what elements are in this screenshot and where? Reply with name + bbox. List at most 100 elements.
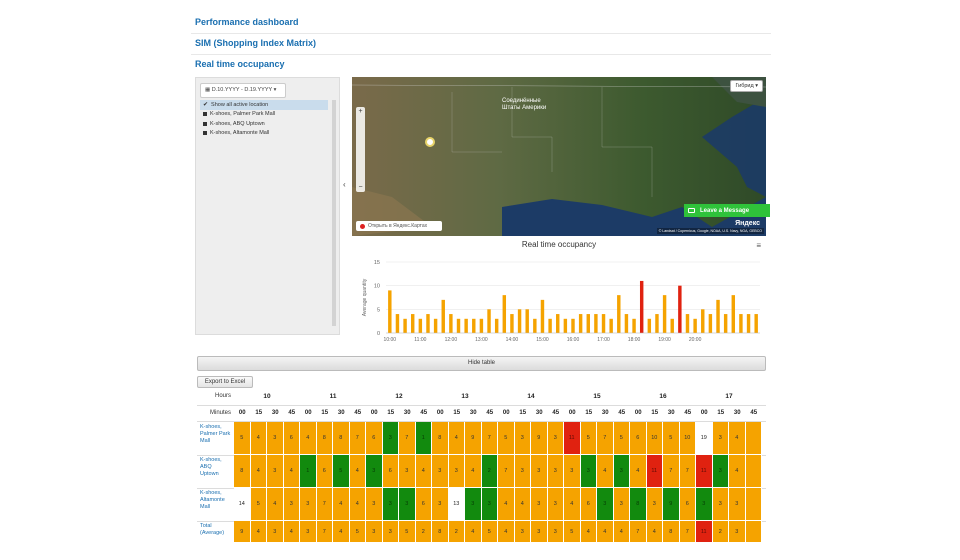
- chart-bar: [655, 314, 659, 333]
- table-cell: [745, 521, 762, 543]
- table-cell: 3: [547, 488, 564, 521]
- chart-bar: [525, 309, 529, 333]
- table-cell: 5: [613, 422, 630, 455]
- open-in-yandex-link[interactable]: Открыть в Яндекс.Картах: [356, 221, 442, 231]
- chart-title: Real time occupancy: [521, 240, 597, 249]
- table-cell: 3: [399, 455, 416, 488]
- location-item[interactable]: K-shoes, ABQ Uptown: [200, 119, 328, 129]
- minute-header: 15: [519, 410, 527, 416]
- table-cell: 11: [696, 455, 713, 488]
- chart-bar: [617, 295, 621, 333]
- location-map[interactable]: Соединённые Штаты Америки Гибрид ▾ + − О…: [352, 77, 766, 236]
- table-cell: 9: [531, 422, 548, 455]
- map-attribution: © Landsat / Copernicus, Google, NOAA, U.…: [656, 228, 764, 234]
- map-marker-icon: [360, 223, 365, 229]
- table-cell: 3: [712, 422, 729, 455]
- minute-header: 00: [370, 410, 378, 416]
- table-cell: [745, 455, 762, 488]
- table-cell: 4: [250, 422, 267, 455]
- row-label[interactable]: K-shoes, ABQ Uptown: [200, 457, 222, 477]
- zoom-out-button[interactable]: −: [358, 184, 363, 191]
- minute-header: 15: [387, 410, 395, 416]
- table-cell: 13: [448, 488, 465, 521]
- table-cell: 7: [316, 521, 333, 543]
- table-cell: 5: [481, 521, 498, 543]
- table-cell: 4: [729, 422, 746, 455]
- minute-header: 00: [304, 410, 312, 416]
- chart-bar: [494, 318, 499, 333]
- row-label[interactable]: K-shoes, Palmer Park Mall: [200, 424, 231, 444]
- chart-bar: [723, 314, 728, 333]
- chart-menu-icon[interactable]: ≡: [756, 241, 761, 250]
- table-cell: 14: [234, 488, 251, 521]
- table-cell: 3: [531, 488, 548, 521]
- location-item[interactable]: K-shoes, Altamonte Mall: [200, 129, 328, 139]
- sidebar-scrollbar[interactable]: [332, 100, 336, 326]
- chart-bar: [708, 314, 713, 333]
- chart-bar: [701, 309, 705, 333]
- table-cell: 2: [712, 521, 729, 543]
- x-tick-label: 12:00: [445, 337, 458, 343]
- table-cell: [745, 422, 762, 455]
- export-excel-button[interactable]: Export to Excel: [197, 376, 253, 388]
- hour-header: 13: [461, 393, 469, 400]
- table-cell: 4: [465, 455, 482, 488]
- leave-message-button[interactable]: Leave a Message: [684, 204, 770, 217]
- zoom-slider[interactable]: [356, 116, 365, 183]
- table-cell: 3: [300, 488, 317, 521]
- real-time-occupancy-link[interactable]: Real time occupancy: [195, 59, 285, 69]
- table-cell: 1: [415, 422, 432, 455]
- minute-header: 30: [601, 410, 609, 416]
- location-item[interactable]: K-shoes, Palmer Park Mall: [200, 110, 328, 120]
- chart-bar: [449, 314, 453, 333]
- table-cell: 3: [366, 521, 383, 543]
- location-pin-icon[interactable]: [425, 137, 435, 147]
- table-cell: 4: [267, 488, 284, 521]
- zoom-in-button[interactable]: +: [358, 108, 363, 115]
- chart-bar: [624, 314, 629, 333]
- zoom-control: + −: [356, 107, 365, 192]
- chart-bar: [464, 318, 468, 333]
- hours-label: Hours: [214, 393, 231, 399]
- x-tick-label: 15:00: [536, 337, 549, 343]
- y-tick-label: 5: [377, 307, 380, 313]
- table-cell: 3: [267, 455, 284, 488]
- table-cell: 6: [316, 455, 333, 488]
- hide-table-button[interactable]: Hide table: [197, 356, 766, 371]
- chart-bar: [571, 318, 575, 333]
- table-cell: 3: [514, 455, 531, 488]
- x-tick-label: 17:00: [597, 337, 610, 343]
- row-label[interactable]: K-shoes, Altamonte Mall: [200, 490, 225, 510]
- table-cell: 6: [366, 422, 383, 455]
- table-cell: 5: [333, 455, 350, 488]
- leave-message-label: Leave a Message: [700, 207, 750, 214]
- row-label[interactable]: Total (Average): [200, 523, 225, 536]
- collapse-sidebar-icon[interactable]: ‹: [343, 180, 346, 189]
- chart-bar: [609, 318, 613, 333]
- chart-bar: [410, 314, 415, 333]
- x-tick-label: 19:00: [658, 337, 671, 343]
- chart-bar: [563, 318, 568, 333]
- chart-bar: [601, 314, 606, 333]
- table-cell: 2: [415, 521, 432, 543]
- table-cell: 7: [481, 422, 498, 455]
- performance-dashboard-link[interactable]: Performance dashboard: [191, 14, 771, 34]
- chart-bar: [517, 309, 522, 333]
- chart-bar: [510, 314, 514, 333]
- table-cell: 7: [663, 455, 680, 488]
- table-cell: 7: [498, 455, 515, 488]
- table-cell: 8: [316, 422, 333, 455]
- chart-bar: [594, 314, 598, 333]
- x-tick-label: 13:00: [475, 337, 488, 343]
- sim-link[interactable]: SIM (Shopping Index Matrix): [191, 35, 771, 55]
- minute-header: 00: [634, 410, 642, 416]
- minute-header: 45: [420, 410, 428, 416]
- hour-header: 10: [263, 393, 271, 400]
- location-item[interactable]: ✔ Show all active location: [200, 100, 328, 110]
- map-layer-button[interactable]: Гибрид ▾: [730, 80, 763, 92]
- minute-header: 30: [337, 410, 345, 416]
- table-cell: 4: [333, 488, 350, 521]
- table-cell: 4: [250, 455, 267, 488]
- location-item-label: K-shoes, ABQ Uptown: [210, 120, 265, 127]
- date-range-picker[interactable]: ▦ D.10.YYYY - D.19.YYYY ▾: [200, 83, 286, 98]
